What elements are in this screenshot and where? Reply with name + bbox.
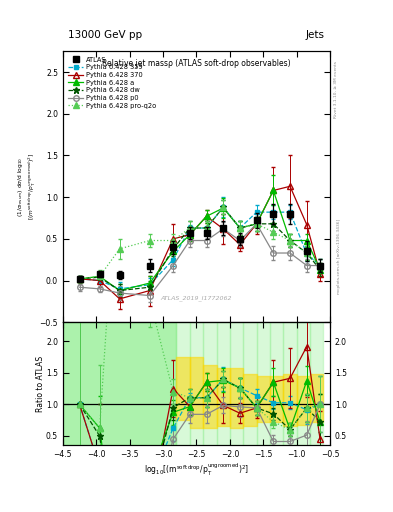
Text: Rivet 3.1.10, ≥ 3M events: Rivet 3.1.10, ≥ 3M events <box>334 61 338 118</box>
Bar <box>257 322 270 445</box>
Bar <box>297 376 310 424</box>
Bar <box>297 322 310 445</box>
Bar <box>230 322 243 445</box>
Y-axis label: Ratio to ATLAS: Ratio to ATLAS <box>35 356 44 412</box>
Bar <box>283 374 297 426</box>
Bar <box>190 322 203 445</box>
Bar <box>176 357 190 420</box>
Bar <box>203 322 217 445</box>
Bar <box>243 374 257 426</box>
Bar <box>310 374 323 422</box>
Bar <box>243 322 257 445</box>
Text: 13000 GeV pp: 13000 GeV pp <box>68 30 142 40</box>
Text: Jets: Jets <box>306 30 325 40</box>
Bar <box>63 322 176 445</box>
Bar <box>230 368 243 429</box>
Bar <box>270 376 283 422</box>
Text: Relative jet massρ (ATLAS soft-drop observables): Relative jet massρ (ATLAS soft-drop obse… <box>102 59 291 68</box>
X-axis label: log$_{10}$[(m$^{\rm soft\,drop}$/p$_{\rm T}^{\rm ungroomed})^2$]: log$_{10}$[(m$^{\rm soft\,drop}$/p$_{\rm… <box>144 462 249 478</box>
Legend: ATLAS, Pythia 6.428 359, Pythia 6.428 370, Pythia 6.428 a, Pythia 6.428 dw, Pyth: ATLAS, Pythia 6.428 359, Pythia 6.428 37… <box>66 55 158 111</box>
Bar <box>217 322 230 445</box>
Bar <box>176 322 190 445</box>
Bar <box>310 322 323 445</box>
Text: ATLAS_2019_I1772062: ATLAS_2019_I1772062 <box>161 295 232 301</box>
Y-axis label: $(1/\sigma_{\rm resum})$ d$\sigma$/d log$_{10}$
$[(m^{\rm soft\,drop}/p_{\rm T}^: $(1/\sigma_{\rm resum})$ d$\sigma$/d log… <box>16 153 38 220</box>
Bar <box>270 322 283 445</box>
Bar <box>217 368 230 426</box>
Bar <box>257 376 270 422</box>
Bar <box>190 357 203 429</box>
Bar <box>283 322 297 445</box>
Bar <box>203 365 217 429</box>
Text: mcplots.cern.ch [arXiv:1306.3436]: mcplots.cern.ch [arXiv:1306.3436] <box>337 219 341 293</box>
